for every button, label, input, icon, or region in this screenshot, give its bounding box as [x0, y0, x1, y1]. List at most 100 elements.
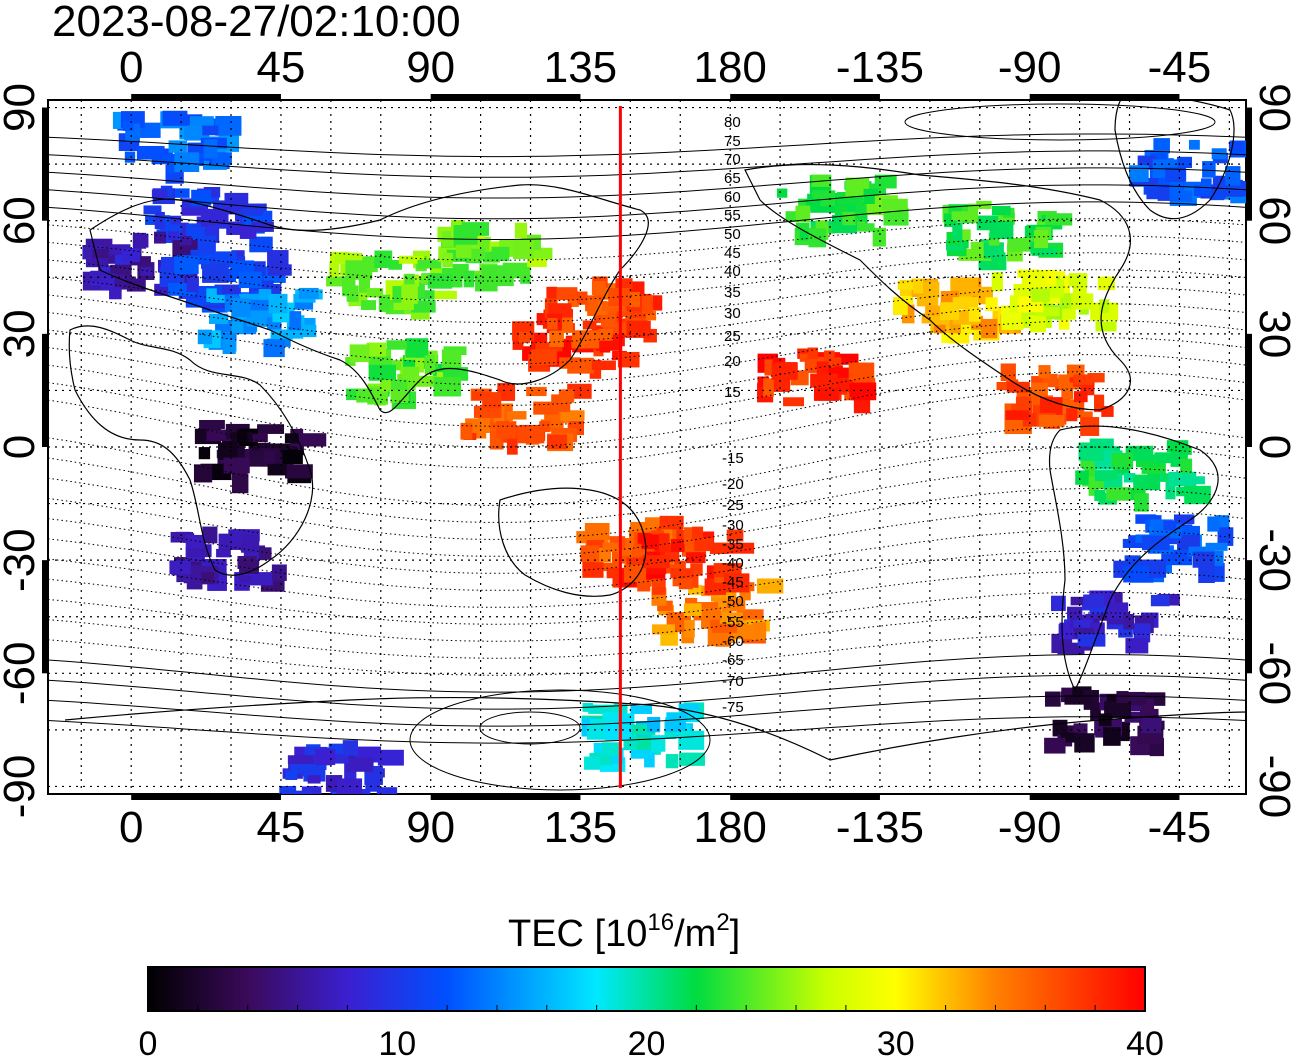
tec-cell [1031, 247, 1057, 256]
greenland-coast [1114, 100, 1235, 220]
tec-cell [248, 455, 272, 467]
tec-cell [1073, 627, 1094, 638]
tec-cell [140, 267, 153, 276]
tec-cell [1153, 138, 1170, 154]
tec-cell [685, 552, 706, 564]
tec-region-central-asia [326, 250, 457, 320]
tec-cell [285, 464, 313, 479]
tec-cell [223, 457, 250, 474]
tec-cell [181, 204, 209, 216]
tec-cell [626, 320, 651, 338]
colorbar-tick-label: 10 [378, 1025, 416, 1057]
tec-cell [1225, 166, 1241, 186]
tec-cell [100, 273, 115, 291]
tec-cell [991, 205, 1011, 216]
tec-cell [206, 288, 217, 302]
tec-cell [1062, 308, 1076, 320]
tec-cell [154, 211, 165, 230]
tec-cell [1180, 458, 1193, 474]
tec-region-canada [942, 200, 1073, 271]
tec-cell [330, 753, 349, 764]
right-edge-bar [1246, 560, 1252, 674]
south-pole-contour [479, 711, 581, 745]
contour-label: -55 [722, 614, 744, 631]
tec-cell [404, 273, 415, 292]
tec-cell [644, 517, 670, 528]
tec-cell [1074, 733, 1095, 753]
tec-cell [129, 256, 151, 266]
top-longitude-label: -135 [836, 43, 924, 92]
tec-cell [463, 270, 475, 288]
tec-cell [1165, 167, 1187, 182]
tec-cell [1111, 452, 1134, 469]
tec-cell [958, 248, 980, 261]
north-pole-contour [904, 103, 1216, 141]
tec-cell [224, 321, 244, 333]
tec-cell [298, 433, 327, 447]
tec-cell [92, 249, 109, 259]
bottom-longitude-label: 45 [256, 803, 305, 852]
tec-cell [739, 590, 751, 601]
tec-cell [518, 331, 531, 344]
tec-cell [1063, 725, 1079, 737]
top-longitude-label: 0 [119, 43, 143, 92]
tec-cell [187, 545, 208, 557]
tec-cell [1085, 464, 1096, 481]
contour-line [48, 467, 1246, 540]
tec-cell [506, 435, 518, 455]
tec-cell [215, 115, 242, 136]
tec-cell [267, 463, 287, 476]
tec-cell [199, 419, 225, 430]
tec-cell [939, 302, 960, 320]
tec-cell [591, 281, 606, 296]
tec-cell [848, 362, 875, 381]
tec-cell [365, 773, 381, 792]
tec-cell [685, 597, 698, 607]
tec-cell [535, 342, 563, 352]
tec-cell [530, 349, 557, 366]
tec-cell [414, 375, 438, 387]
tec-cell [1173, 525, 1200, 535]
tec-cell [143, 205, 162, 215]
tec-region-southeast-asia [460, 383, 592, 455]
tec-cell [135, 233, 149, 248]
tec-cell [1228, 141, 1244, 152]
tec-cell [651, 624, 675, 635]
tec-cell [951, 211, 976, 221]
tec-cell [209, 313, 229, 324]
tec-cell [923, 281, 940, 298]
tec-cell [763, 378, 774, 397]
tec-cell [258, 289, 272, 301]
tec-cell [246, 433, 268, 443]
tec-cell [345, 757, 374, 772]
tec-cell [1134, 493, 1149, 512]
tec-cell [424, 355, 435, 375]
contour-label: -70 [722, 673, 744, 690]
tec-cell [1064, 694, 1092, 705]
tec-region-africa-east [193, 419, 327, 494]
tec-cell [1094, 470, 1118, 482]
tec-cell [202, 125, 219, 136]
tec-cell [1129, 178, 1154, 187]
tec-cell [855, 204, 867, 222]
tec-cell [824, 367, 852, 378]
contour-label: -65 [722, 652, 744, 669]
tec-cell [1205, 542, 1228, 551]
tec-cell [630, 521, 657, 532]
tec-cell [694, 537, 714, 552]
bottom-longitude-label: -45 [1148, 803, 1212, 852]
tec-cell [271, 564, 287, 581]
colorbar-title: TEC [1016/m2] [508, 909, 740, 955]
tec-cell [546, 286, 558, 299]
tec-cell [913, 278, 924, 294]
tec-cell [405, 338, 429, 358]
contour-label: -40 [722, 555, 744, 572]
tec-cell [1094, 489, 1106, 502]
tec-cell [1163, 520, 1177, 531]
tec-cell [721, 607, 733, 617]
tec-cell [376, 787, 398, 794]
tec-cell [179, 235, 192, 246]
tec-cell [584, 523, 610, 540]
tec-cell [1107, 614, 1128, 625]
